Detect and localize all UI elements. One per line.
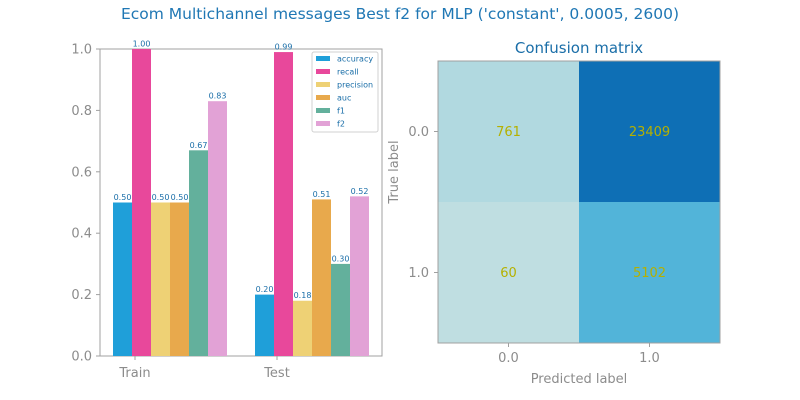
y-tick-label: 0.2 [71,288,92,303]
legend-label-auc: auc [337,94,351,103]
legend-swatch-f2 [316,121,330,126]
cm-cell-value: 761 [496,125,521,140]
bar-value-label: 0.50 [171,193,189,202]
bar-auc-test [312,199,331,356]
legend-label-recall: recall [337,68,359,77]
cm-cell-0-0 [438,61,579,202]
bar-f2-test [350,196,369,356]
bar-value-label: 0.52 [351,187,369,196]
bar-accuracy-test [255,294,274,356]
bar-value-label: 1.00 [133,40,151,49]
y-tick-label: 0.4 [71,227,92,242]
legend-label-precision: precision [337,81,373,90]
bar-recall-train [132,49,151,356]
cm-cell-1-1 [579,202,720,343]
confusion-matrix-title: Confusion matrix [515,39,643,57]
cm-y-tick-label: 0.0 [408,125,429,140]
bar-plot-frame [99,48,383,357]
y-tick-label: 0.0 [71,350,92,365]
cm-frame [437,60,721,344]
legend-swatch-auc [316,95,330,100]
bar-f1-train [189,150,208,356]
bar-f2-train [208,101,227,356]
bar-value-label: 0.67 [190,141,208,150]
bar-auc-train [170,202,189,356]
cm-cell-1-0 [438,202,579,343]
legend-label-f2: f2 [337,120,345,129]
y-tick-label: 0.6 [71,165,92,180]
y-tick-label: 0.8 [71,104,92,119]
chart-legend: accuracy recall precision auc f1 f2 [311,51,379,133]
legend-swatch-accuracy [316,56,330,61]
legend-label-f1: f1 [337,107,345,116]
x-tick-label-test: Test [263,366,290,381]
legend-label-accuracy: accuracy [337,55,373,64]
bar-f1-test [331,263,350,356]
y-tick-label: 1.0 [71,43,92,58]
cm-cell-value: 5102 [633,266,666,281]
bar-precision-train [151,202,170,356]
cm-y-axis-label: True label [387,140,402,204]
x-tick-label-train: Train [118,366,150,381]
bar-value-label: 0.18 [294,291,312,300]
cm-x-axis-label: Predicted label [531,372,628,387]
bar-value-label: 0.50 [152,193,170,202]
bar-value-label: 0.83 [209,92,227,101]
legend-swatch-f1 [316,108,330,113]
bar-precision-test [293,300,312,356]
cm-x-tick-label: 0.0 [498,351,519,366]
legend-swatch-recall [316,69,330,74]
bar-value-label: 0.50 [114,193,132,202]
legend-swatch-precision [316,82,330,87]
cm-cell-value: 60 [500,266,517,281]
bar-accuracy-train [113,202,132,356]
bar-value-label: 0.99 [275,43,293,52]
cm-cell-0-1 [579,61,720,202]
cm-cell-value: 23409 [629,125,670,140]
cm-x-tick-label: 1.0 [639,351,660,366]
bar-value-label: 0.51 [313,190,331,199]
bar-recall-test [274,52,293,356]
figure-title: Ecom Multichannel messages Best f2 for M… [120,5,680,23]
bar-value-label: 0.30 [332,254,350,263]
bar-value-label: 0.20 [256,285,274,294]
cm-y-tick-label: 1.0 [408,266,429,281]
